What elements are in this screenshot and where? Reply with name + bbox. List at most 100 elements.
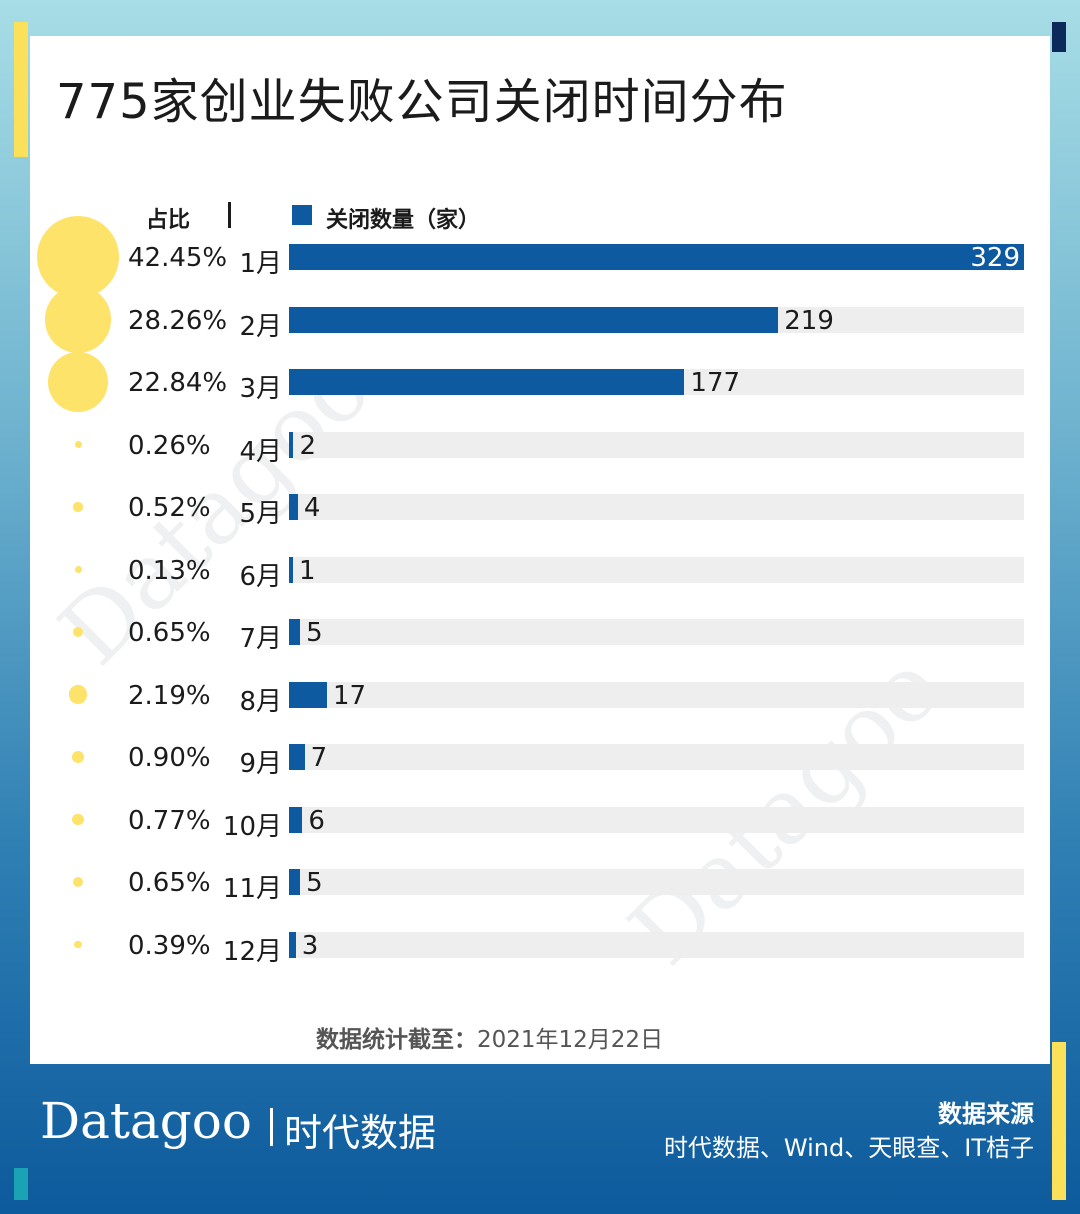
- value-label: 6: [308, 805, 325, 836]
- bar-track: [289, 869, 1024, 895]
- value-label: 3: [301, 930, 319, 961]
- month-label: 3月: [239, 374, 282, 404]
- bar-row-5: 0.52% 5月 4: [30, 493, 1050, 529]
- share-bubble: [74, 441, 82, 448]
- value-label: 1: [299, 555, 316, 586]
- bar: [289, 306, 779, 333]
- bar-track: [289, 806, 1024, 833]
- bar-row-10: 0.77% 10月 6: [30, 805, 1050, 842]
- share-label: 2.19%: [128, 680, 211, 711]
- legend-separator: [228, 202, 231, 228]
- month-label: 6月: [239, 561, 282, 592]
- accent-strip-navy: [1052, 22, 1066, 52]
- brand-cn-name: 时代数据: [284, 1111, 437, 1155]
- source-list: 时代数据、Wind、天眼查、IT桔子: [663, 1134, 1034, 1162]
- share-bubble: [74, 940, 82, 949]
- bar-row-6: 0.13% 6月 1: [30, 555, 1050, 592]
- month-label: 5月: [239, 499, 282, 529]
- share-label: 0.65%: [128, 618, 211, 648]
- share-label: 0.90%: [128, 743, 211, 773]
- share-bubble: [37, 216, 119, 298]
- bar-row-1: 42.45% 1月 329: [30, 216, 1050, 298]
- source-title: 数据来源: [938, 1100, 1034, 1128]
- month-label: 2月: [239, 311, 282, 342]
- bar-track: [289, 681, 1024, 708]
- share-bubble: [72, 626, 84, 638]
- bar-track: [289, 494, 1024, 520]
- bar: [289, 931, 296, 958]
- accent-strip-teal: [14, 1168, 28, 1200]
- bar-row-8: 2.19% 8月 17: [30, 680, 1050, 717]
- bar: [289, 619, 301, 645]
- bar: [289, 494, 298, 520]
- share-bubble: [44, 286, 112, 353]
- value-label: 4: [303, 493, 321, 523]
- share-label: 0.77%: [128, 805, 211, 836]
- share-label: 0.65%: [128, 868, 211, 898]
- share-bubble: [72, 813, 84, 825]
- bar-track: [289, 619, 1024, 645]
- month-label: 1月: [239, 249, 282, 279]
- bar-row-3: 22.84% 3月 177: [30, 351, 1050, 413]
- bar: [289, 431, 294, 458]
- bar-track: [289, 556, 1024, 583]
- bar: [289, 556, 293, 583]
- value-label: 5: [306, 618, 323, 648]
- accent-strip-yellow-right: [1052, 1042, 1066, 1200]
- brand-separator: [270, 1108, 273, 1146]
- bar-row-2: 28.26% 2月 219: [30, 286, 1050, 353]
- value-label: 219: [784, 305, 834, 336]
- bar-row-12: 0.39% 12月 3: [30, 930, 1050, 967]
- bar-track: [289, 431, 1024, 458]
- month-label: 10月: [222, 811, 282, 842]
- bar: [289, 681, 327, 708]
- value-label: 2: [299, 430, 316, 461]
- month-label: 11月: [222, 874, 282, 904]
- month-label: 4月: [239, 436, 282, 467]
- share-label: 0.13%: [128, 555, 211, 586]
- share-label: 0.26%: [128, 430, 211, 461]
- bar-track: [289, 931, 1024, 958]
- share-label: 28.26%: [128, 305, 228, 336]
- bar: [289, 869, 301, 895]
- legend-swatch: [292, 205, 312, 225]
- legend-ratio-label: 占比: [146, 208, 191, 233]
- cutoff-date: 2021年12月22日: [477, 1027, 664, 1053]
- bar-row-11: 0.65% 11月 5: [30, 868, 1050, 904]
- chart-title: 775家创业失败公司关闭时间分布: [56, 74, 788, 130]
- share-label: 0.39%: [128, 930, 211, 961]
- bar: [289, 244, 1024, 270]
- share-bubble: [47, 351, 109, 413]
- bar: [289, 806, 303, 833]
- bar-track: [289, 744, 1024, 770]
- share-bubble: [74, 566, 82, 573]
- cutoff-label: 数据统计截至：: [316, 1027, 477, 1053]
- bar-row-4: 0.26% 4月 2: [30, 430, 1050, 467]
- month-label: 9月: [239, 749, 282, 779]
- bar-row-9: 0.90% 9月 7: [30, 743, 1050, 779]
- share-label: 22.84%: [128, 368, 228, 398]
- value-label: 5: [306, 868, 323, 898]
- share-bubble: [68, 685, 88, 704]
- share-label: 42.45%: [128, 243, 228, 273]
- month-label: 12月: [222, 936, 282, 967]
- value-label: 17: [332, 680, 367, 711]
- value-label: 7: [310, 743, 328, 773]
- share-label: 0.52%: [128, 493, 211, 523]
- brand-logo: Datagoo: [40, 1092, 253, 1150]
- bar: [289, 369, 685, 395]
- legend-series-label: 关闭数量（家）: [326, 208, 481, 233]
- value-label: 329: [970, 243, 1020, 273]
- bar: [289, 744, 305, 770]
- cutoff-note: 数据统计截至：2021年12月22日: [316, 1020, 663, 1054]
- share-bubble: [72, 876, 84, 888]
- month-label: 8月: [239, 686, 282, 717]
- share-bubble: [72, 751, 84, 763]
- accent-strip-yellow-left: [14, 22, 28, 157]
- month-label: 7月: [239, 624, 282, 654]
- share-bubble: [73, 502, 83, 512]
- chart-panel: Datagoo Datagoo 775家创业失败公司关闭时间分布 占比 关闭数量…: [30, 36, 1050, 1064]
- bar-row-7: 0.65% 7月 5: [30, 618, 1050, 654]
- value-label: 177: [690, 368, 741, 398]
